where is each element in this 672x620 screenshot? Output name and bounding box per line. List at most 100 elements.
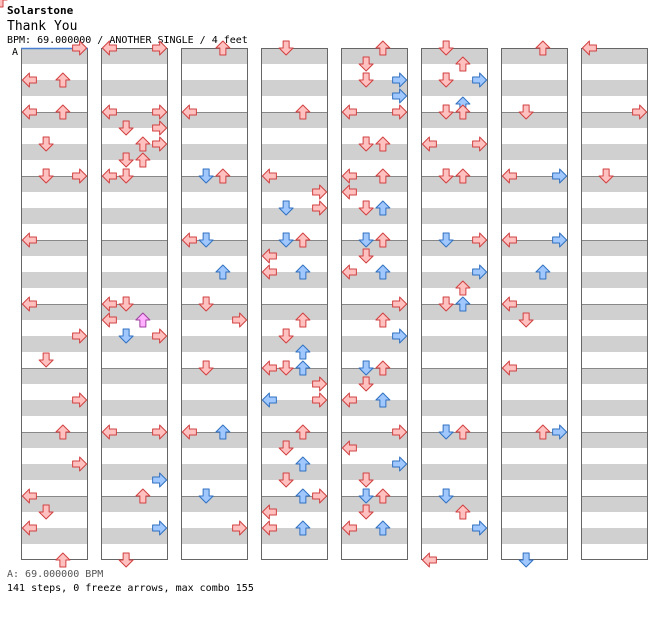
step-arrow-right-icon <box>392 88 408 104</box>
beat-stripe <box>101 464 168 480</box>
beat-stripe <box>581 336 648 352</box>
step-arrow-left-icon <box>21 72 37 88</box>
step-arrow-left-icon <box>101 168 117 184</box>
bpm-marker-label: A <box>12 47 19 58</box>
beat-stripe <box>421 144 488 160</box>
step-arrow-down-icon <box>358 248 374 264</box>
beat-stripe <box>421 336 488 352</box>
step-arrow-up-icon <box>375 312 391 328</box>
beat-stripe <box>101 240 168 256</box>
step-arrow-up-icon <box>295 488 311 504</box>
step-arrow-left-icon <box>101 312 117 328</box>
beat-stripe <box>21 48 88 64</box>
step-arrow-left-icon <box>421 552 437 568</box>
step-arrow-right-icon <box>472 520 488 536</box>
step-arrow-left-icon <box>261 168 277 184</box>
beat-stripe <box>181 240 248 256</box>
step-arrow-down-icon <box>118 296 134 312</box>
step-arrow-down-icon <box>278 472 294 488</box>
step-arrow-right-icon <box>472 136 488 152</box>
step-arrow-down-icon <box>438 232 454 248</box>
step-arrow-right-icon <box>392 72 408 88</box>
beat-stripe <box>181 528 248 544</box>
step-arrow-right-icon <box>72 40 88 56</box>
step-arrow-up-icon <box>55 104 71 120</box>
artist-name: Solarstone <box>7 4 74 17</box>
beat-stripe <box>421 48 488 64</box>
beat-stripe <box>101 496 168 512</box>
step-arrow-down-icon <box>38 136 54 152</box>
beat-stripe <box>21 368 88 384</box>
step-arrow-right-icon <box>152 520 168 536</box>
step-arrow-down-icon <box>438 168 454 184</box>
beat-stripe <box>261 400 328 416</box>
step-arrow-down-icon <box>518 104 534 120</box>
step-arrow-right-icon <box>152 472 168 488</box>
chart-stats: 141 steps, 0 freeze arrows, max combo 15… <box>7 583 254 594</box>
step-arrow-up-icon <box>295 344 311 360</box>
beat-stripe <box>341 240 408 256</box>
beat-stripe <box>581 48 648 64</box>
step-arrow-down-icon <box>118 152 134 168</box>
step-arrow-down-icon <box>518 552 534 568</box>
beat-stripe <box>21 80 88 96</box>
step-arrow-up-icon <box>375 136 391 152</box>
step-arrow-right-icon <box>312 488 328 504</box>
step-arrow-left-icon <box>261 248 277 264</box>
step-arrow-down-icon <box>438 40 454 56</box>
step-arrow-up-icon <box>135 312 151 328</box>
beat-stripe <box>341 368 408 384</box>
step-arrow-up-icon <box>535 40 551 56</box>
step-arrow-right-icon <box>312 392 328 408</box>
beat-stripe <box>501 336 568 352</box>
step-arrow-down-icon <box>198 296 214 312</box>
step-arrow-left-icon <box>581 40 597 56</box>
step-arrow-down-icon <box>438 296 454 312</box>
column-border <box>501 48 568 560</box>
beat-stripe <box>341 432 408 448</box>
step-arrow-down-icon <box>38 352 54 368</box>
step-arrow-left-icon <box>341 392 357 408</box>
beat-stripe <box>261 240 328 256</box>
step-arrow-up-icon <box>455 168 471 184</box>
beat-stripe <box>341 208 408 224</box>
beat-stripe <box>501 368 568 384</box>
song-title: Thank You <box>7 19 78 34</box>
beat-stripe <box>581 528 648 544</box>
step-arrow-up-icon <box>295 312 311 328</box>
beat-stripe <box>581 272 648 288</box>
beat-stripe <box>341 400 408 416</box>
beat-stripe <box>501 112 568 128</box>
step-arrow-right-icon <box>552 232 568 248</box>
beat-stripe <box>101 80 168 96</box>
beat-stripe <box>101 336 168 352</box>
step-arrow-up-icon <box>55 552 71 568</box>
step-arrow-left-icon <box>181 424 197 440</box>
step-arrow-up-icon <box>55 424 71 440</box>
step-arrow-up-icon <box>215 40 231 56</box>
beat-stripe <box>261 144 328 160</box>
beat-stripe <box>21 464 88 480</box>
step-arrow-down-icon <box>118 328 134 344</box>
column-border <box>181 48 248 560</box>
beat-stripe <box>421 112 488 128</box>
beat-stripe <box>501 304 568 320</box>
step-arrow-up-icon <box>295 232 311 248</box>
step-arrow-right-icon <box>152 136 168 152</box>
beat-stripe <box>581 432 648 448</box>
beat-stripe <box>261 48 328 64</box>
step-arrow-down-icon <box>358 56 374 72</box>
step-arrow-right-icon <box>472 72 488 88</box>
beat-stripe <box>261 432 328 448</box>
step-arrow-left-icon <box>501 232 517 248</box>
step-arrow-down-icon <box>358 472 374 488</box>
beat-stripe <box>101 432 168 448</box>
step-arrow-left-icon <box>101 104 117 120</box>
step-arrow-down-icon <box>598 168 614 184</box>
beat-stripe <box>21 176 88 192</box>
beat-stripe <box>21 400 88 416</box>
beat-stripe <box>181 336 248 352</box>
beat-stripe <box>101 176 168 192</box>
beat-stripe <box>101 368 168 384</box>
